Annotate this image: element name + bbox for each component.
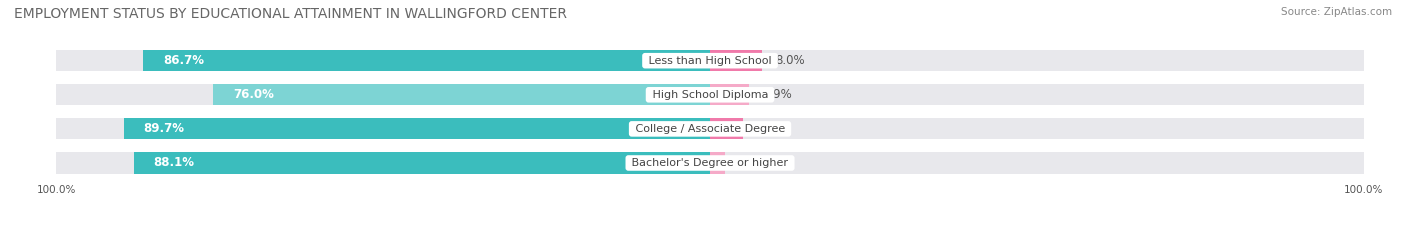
Bar	[710, 118, 742, 140]
Bar	[710, 152, 725, 174]
Bar	[143, 50, 710, 71]
Text: 2.3%: 2.3%	[738, 157, 768, 169]
Text: Source: ZipAtlas.com: Source: ZipAtlas.com	[1281, 7, 1392, 17]
Text: 76.0%: 76.0%	[233, 88, 274, 101]
Bar	[710, 50, 762, 71]
Text: College / Associate Degree: College / Associate Degree	[631, 124, 789, 134]
Bar	[134, 152, 710, 174]
Text: 88.1%: 88.1%	[153, 157, 194, 169]
Text: EMPLOYMENT STATUS BY EDUCATIONAL ATTAINMENT IN WALLINGFORD CENTER: EMPLOYMENT STATUS BY EDUCATIONAL ATTAINM…	[14, 7, 567, 21]
Text: 86.7%: 86.7%	[163, 54, 204, 67]
Text: High School Diploma: High School Diploma	[648, 90, 772, 100]
Bar	[56, 118, 1364, 140]
Text: 5.9%: 5.9%	[762, 88, 792, 101]
Bar	[214, 84, 710, 105]
Bar	[124, 118, 710, 140]
Bar	[710, 84, 748, 105]
Text: 5.0%: 5.0%	[756, 122, 786, 135]
Bar	[56, 84, 1364, 105]
Text: Less than High School: Less than High School	[645, 56, 775, 66]
Text: 8.0%: 8.0%	[776, 54, 806, 67]
Bar	[56, 152, 1364, 174]
Bar	[56, 50, 1364, 71]
Text: 89.7%: 89.7%	[143, 122, 184, 135]
Text: Bachelor's Degree or higher: Bachelor's Degree or higher	[628, 158, 792, 168]
